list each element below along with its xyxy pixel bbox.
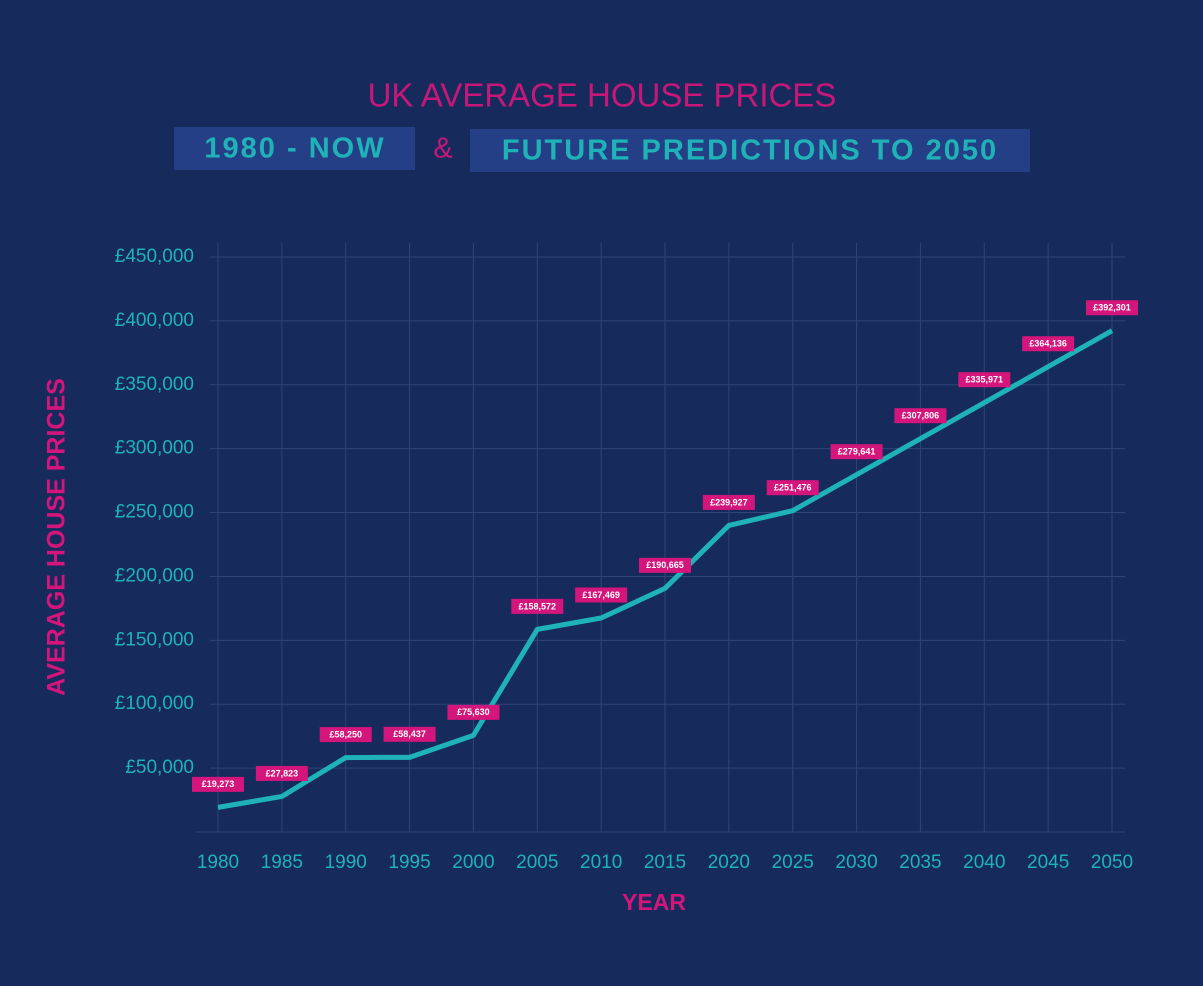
subtitle-box <box>470 129 1030 172</box>
value-label-box <box>255 765 308 781</box>
x-tick-label: 1995 <box>388 852 430 873</box>
value-label-box <box>1022 336 1075 352</box>
x-tick-label: 2040 <box>963 852 1005 873</box>
y-tick-label: £250,000 <box>115 502 194 523</box>
y-axis-title: AVERAGE HOUSE PRICES <box>43 378 71 696</box>
value-label-box <box>702 494 755 510</box>
value-label: £158,572 <box>519 601 557 611</box>
x-tick-label: 2005 <box>516 852 558 873</box>
chart-title: UK AVERAGE HOUSE PRICES <box>368 77 837 114</box>
x-tick-label: 2030 <box>835 852 877 873</box>
y-tick-label: £350,000 <box>115 374 194 395</box>
y-tick-label: £50,000 <box>125 757 194 778</box>
value-label: £190,665 <box>646 560 684 570</box>
y-tick-label: £300,000 <box>115 438 194 459</box>
y-tick-label: £400,000 <box>115 310 194 331</box>
x-tick-label: 2045 <box>1027 852 1069 873</box>
x-tick-label: 1990 <box>325 852 367 873</box>
plot-area: £50,000 £100,000 £150,000 £200,000 £250,000 £… <box>115 243 1138 873</box>
y-tick-label: £200,000 <box>115 565 194 586</box>
value-label-box <box>894 408 947 424</box>
x-tick-label: 2015 <box>644 852 686 873</box>
value-label-box <box>766 480 819 496</box>
value-label: £75,630 <box>457 707 490 717</box>
x-tick-label: 2010 <box>580 852 622 873</box>
x-tick-label: 2035 <box>899 852 941 873</box>
subtitle-joiner: & <box>433 133 452 165</box>
value-label-box <box>192 776 244 792</box>
value-label-box <box>383 726 436 742</box>
x-tick-label: 2000 <box>452 852 494 873</box>
value-label: £167,469 <box>582 590 620 600</box>
line <box>217 328 1114 810</box>
value-label-box <box>639 557 691 573</box>
value-label: £19,273 <box>202 779 235 789</box>
value-label: £251,476 <box>774 483 812 493</box>
value-label-box <box>575 587 628 603</box>
value-label-box <box>958 372 1011 388</box>
value-label-box <box>319 727 372 743</box>
x-tick-label: 2050 <box>1091 852 1133 873</box>
x-tick-label: 2020 <box>708 852 750 873</box>
value-label-box <box>1086 300 1138 316</box>
value-label-box <box>830 444 883 460</box>
x-tick-label: 2025 <box>772 852 814 873</box>
value-label: £392,301 <box>1093 303 1131 313</box>
subtitle-box <box>174 127 415 170</box>
value-label: £58,437 <box>393 729 426 739</box>
y-tick-label: £450,000 <box>115 246 194 267</box>
value-label-box <box>447 704 500 720</box>
x-axis-title: YEAR <box>622 889 686 915</box>
value-label: £307,806 <box>902 411 940 421</box>
y-tick-label: £150,000 <box>115 629 194 650</box>
x-tick-label: 1985 <box>261 852 303 873</box>
value-label: £279,641 <box>838 447 876 457</box>
value-label: £335,971 <box>966 375 1004 385</box>
value-label: £239,927 <box>710 497 748 507</box>
x-tick-label: 1980 <box>197 852 239 873</box>
value-label-box <box>511 598 564 614</box>
value-label: £364,136 <box>1029 339 1067 349</box>
subtitle-left: 1980 - NOW <box>204 133 385 165</box>
y-tick-label: £100,000 <box>115 693 194 714</box>
value-label: £58,250 <box>329 729 362 739</box>
subtitle-right: FUTURE PREDICTIONS TO 2050 <box>502 135 998 167</box>
value-label: £27,823 <box>266 768 299 778</box>
